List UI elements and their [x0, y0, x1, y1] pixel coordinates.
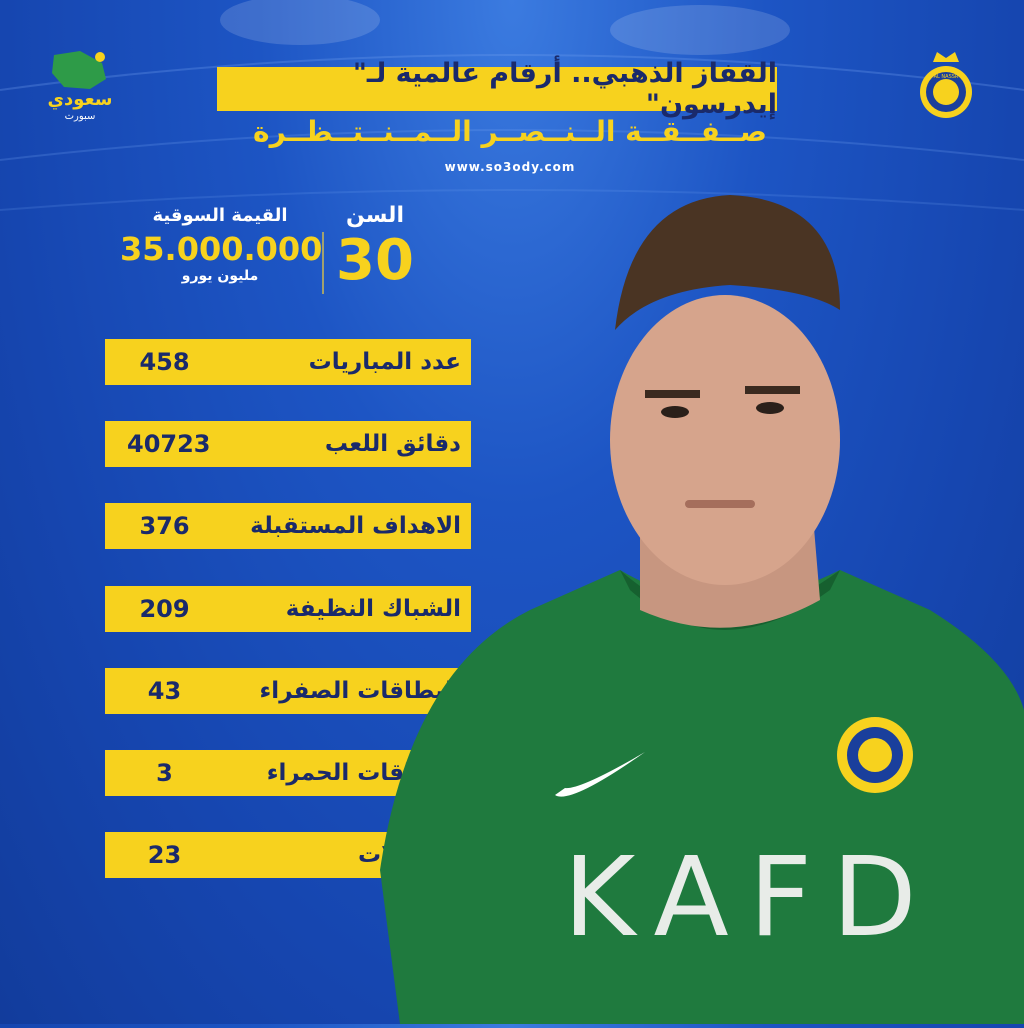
- market-value-label: القيمة السوقية: [152, 205, 288, 226]
- market-value: 35.000.000: [120, 230, 323, 268]
- stat-label: الاهداف المستقبلة: [250, 513, 461, 539]
- subtitle: صــفــقــة الــنــصــر الــمــنــتــظــر…: [253, 115, 767, 148]
- headline-text: القفاز الذهبي.. أرقام عالمية لـ" إيدرسون…: [352, 58, 777, 120]
- svg-text:سبورت: سبورت: [65, 111, 96, 122]
- headline-banner: القفاز الذهبي.. أرقام عالمية لـ" إيدرسون…: [217, 58, 777, 120]
- stat-row: 43 البطاقات الصفراء: [105, 668, 471, 714]
- stat-value: 23: [147, 841, 182, 869]
- stat-value: 376: [139, 512, 190, 540]
- website-url: www.so3ody.com: [444, 160, 576, 174]
- stat-value: 40723: [127, 430, 211, 458]
- divider: [322, 232, 324, 294]
- so3ody-logo: سعودي سبورت: [40, 45, 120, 125]
- stat-label: الشباك النظيفة: [285, 596, 461, 622]
- stat-label: دقائق اللعب: [324, 431, 461, 457]
- stat-value: 458: [139, 348, 190, 376]
- stat-value: 43: [147, 677, 182, 705]
- stat-label: عدد المباريات: [308, 349, 461, 375]
- age-value: 30: [336, 228, 414, 293]
- svg-text:AL NASSR: AL NASSR: [934, 74, 959, 80]
- stat-row: 40723 دقائق اللعب: [105, 421, 471, 467]
- stat-value: 3: [156, 759, 173, 787]
- age-label: السن: [346, 203, 404, 228]
- stat-row: 458 عدد المباريات: [105, 339, 471, 385]
- stat-row: 209 الشباك النظيفة: [105, 586, 471, 632]
- market-value-unit: مليون يورو: [181, 268, 259, 284]
- stat-row: 376 الاهداف المستقبلة: [105, 503, 471, 549]
- player-photo: KAFD: [370, 190, 1024, 1024]
- al-nassr-crest: AL NASSR: [915, 48, 977, 120]
- stat-value: 209: [139, 595, 190, 623]
- stat-label: البطاقات الصفراء: [259, 678, 461, 704]
- jersey-sponsor: KAFD: [563, 833, 936, 961]
- svg-text:سعودي: سعودي: [48, 89, 113, 110]
